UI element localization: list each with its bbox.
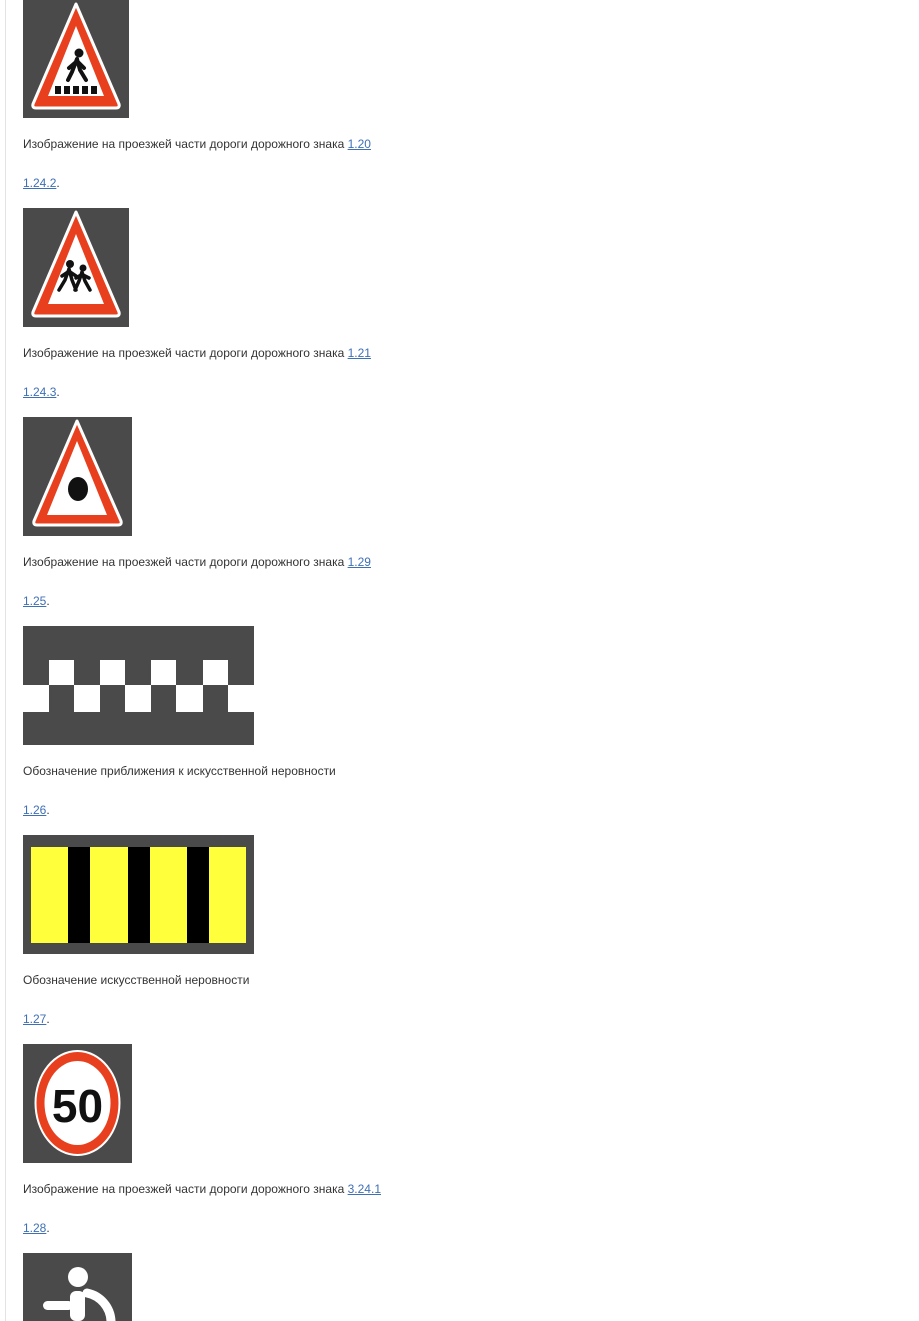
speed-limit-sign-icon: 50 xyxy=(34,1050,121,1156)
sign-reference-link[interactable]: 1.20 xyxy=(347,137,371,151)
sign-reference-link[interactable]: 3.24.1 xyxy=(347,1182,381,1196)
speed-limit-sign-image: 50 xyxy=(23,1044,132,1163)
image-caption: Изображение на проезжей части дороги дор… xyxy=(23,346,371,360)
sign-reference-link[interactable]: 1.21 xyxy=(347,346,371,360)
section-number-link[interactable]: 1.26 xyxy=(23,803,47,817)
children-sign-image xyxy=(23,208,129,327)
sign-reference-link[interactable]: 1.29 xyxy=(347,555,371,569)
section-number-link[interactable]: 1.24.3 xyxy=(23,385,57,399)
disabled-person-marking-icon xyxy=(43,1267,116,1321)
checkered-marking-icon xyxy=(23,660,254,712)
section-number-link[interactable]: 1.28 xyxy=(23,1221,47,1235)
checkered-marking-image xyxy=(23,626,254,745)
section-number: 1.24.2. xyxy=(23,176,60,190)
image-caption: Обозначение приближения к искусственной … xyxy=(23,764,336,778)
dot-warning-sign-icon xyxy=(32,419,123,527)
speed-limit-value: 50 xyxy=(52,1080,103,1132)
section-number-link[interactable]: 1.25 xyxy=(23,594,47,608)
image-caption: Обозначение искусственной неровности xyxy=(23,973,250,987)
section-number: 1.27. xyxy=(23,1012,50,1026)
disabled-person-marking-image xyxy=(23,1253,132,1321)
section-number-link[interactable]: 1.27 xyxy=(23,1012,47,1026)
dot-warning-sign-image xyxy=(23,417,132,536)
section-number: 1.25. xyxy=(23,594,50,608)
pedestrian-crossing-sign-image xyxy=(23,0,129,118)
pedestrian-crossing-sign-icon xyxy=(31,2,121,110)
image-caption: Изображение на проезжей части дороги дор… xyxy=(23,1182,381,1196)
yellow-black-stripes-marking-image xyxy=(23,835,254,954)
children-sign-icon xyxy=(31,210,121,318)
yellow-black-stripes-marking-icon xyxy=(31,847,246,943)
image-caption: Изображение на проезжей части дороги дор… xyxy=(23,555,371,569)
page-left-border xyxy=(5,0,6,1321)
section-number: 1.28. xyxy=(23,1221,50,1235)
section-number: 1.24.3. xyxy=(23,385,60,399)
section-number-link[interactable]: 1.24.2 xyxy=(23,176,57,190)
image-caption: Изображение на проезжей части дороги дор… xyxy=(23,137,371,151)
section-number: 1.26. xyxy=(23,803,50,817)
